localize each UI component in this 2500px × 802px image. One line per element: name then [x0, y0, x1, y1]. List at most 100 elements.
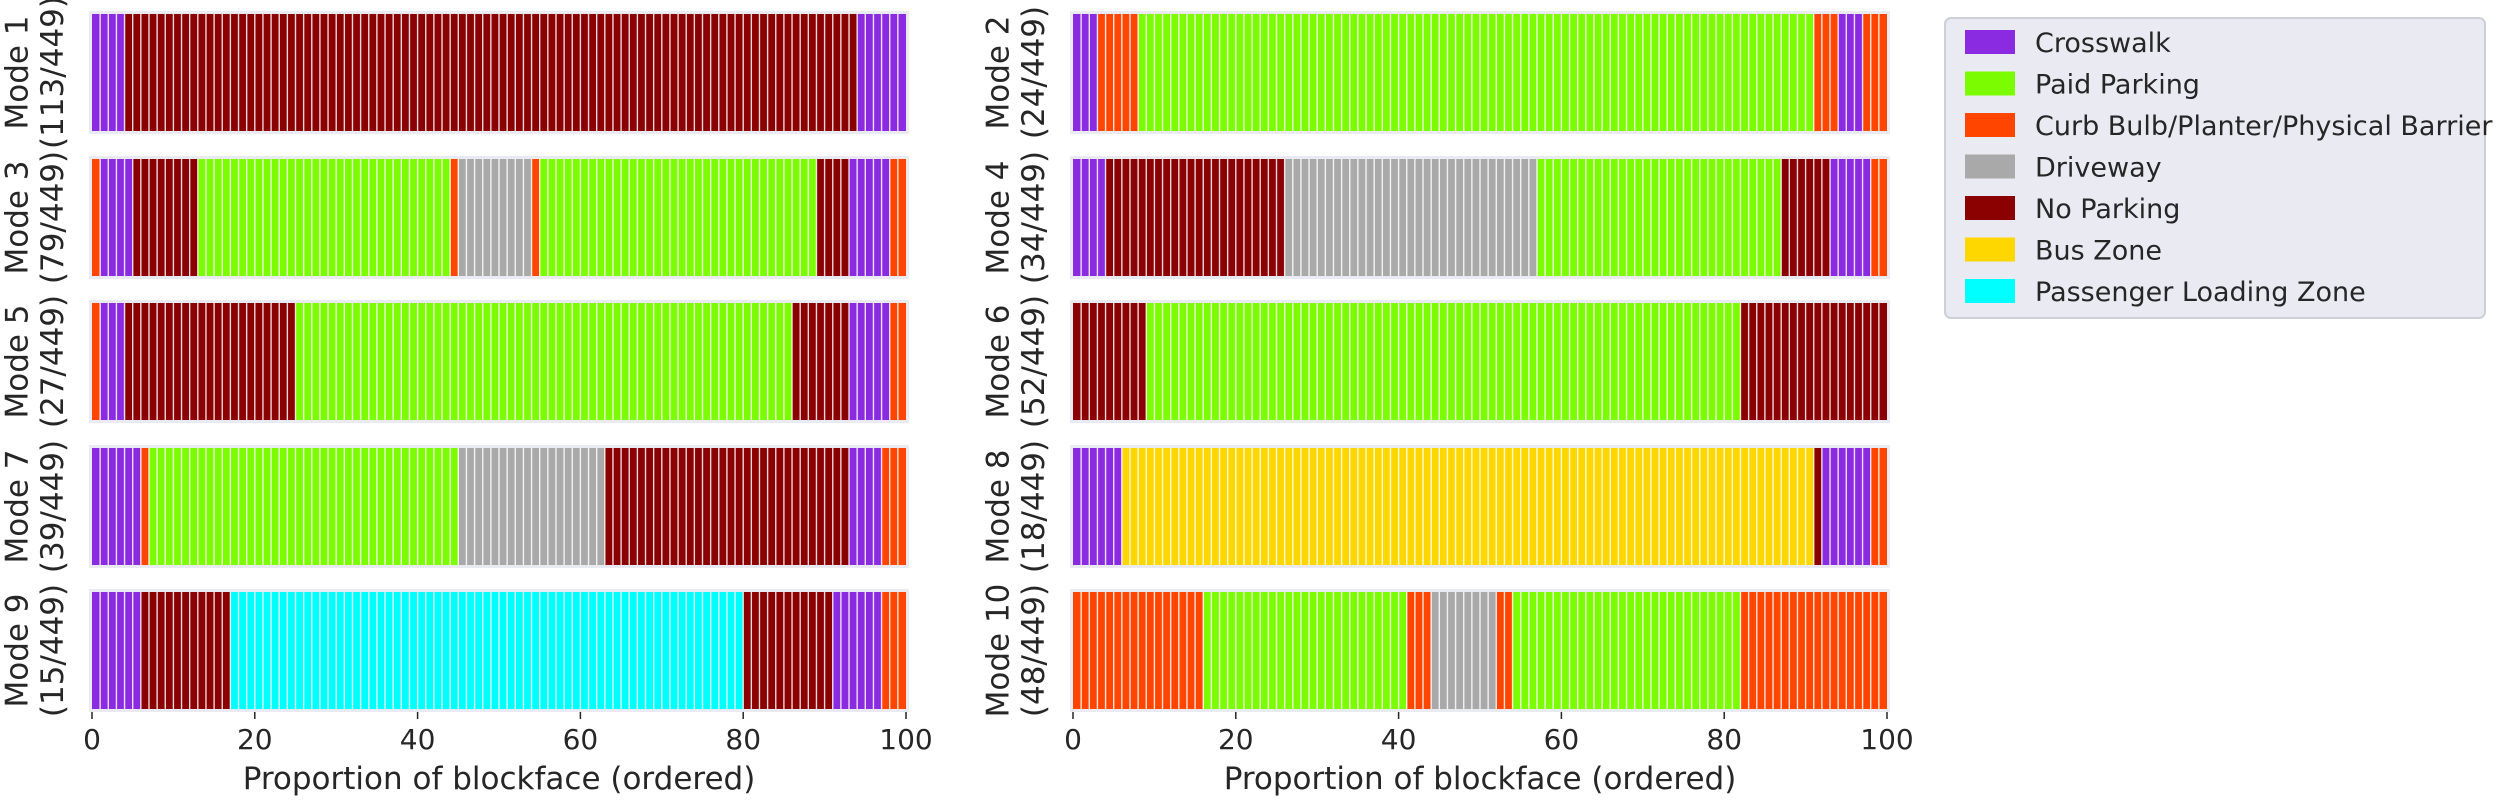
legend-swatch [1965, 30, 2015, 54]
unit-stripes [99, 303, 899, 420]
mode-label: Mode 10(48/449) [980, 584, 1052, 718]
mode-panel: Mode 4(34/449) [980, 151, 1890, 284]
legend-label: Passenger Loading Zone [2035, 277, 2366, 308]
legend-frame [1944, 17, 2486, 319]
mode-name: Mode 4 [980, 160, 1016, 274]
x-axis-label: Proportion of blockface (ordered) [243, 761, 756, 797]
unit-stripes [1080, 159, 1880, 276]
mode-count: (113/449) [35, 0, 71, 149]
legend-items: Crosswalk Paid Parking Curb Bulb/Planter/P… [1965, 28, 2493, 308]
bar-segment [531, 159, 540, 276]
bar-segment [1862, 14, 1887, 131]
mode-count: (79/449) [35, 151, 71, 284]
unit-stripes [99, 448, 899, 565]
bar-segment [1121, 448, 1814, 565]
bar-segment [230, 592, 744, 709]
legend-swatch [1965, 237, 2015, 262]
mode-label: Mode 4(34/449) [980, 151, 1052, 284]
bar-segment [92, 159, 101, 276]
unit-stripes [1080, 592, 1880, 709]
mode-count: (34/449) [1016, 151, 1052, 284]
legend-item: Curb Bulb/Planter/Physical Barrier [1965, 111, 2493, 142]
legend-swatch [1965, 154, 2015, 179]
mode-name: Mode 8 [980, 449, 1016, 563]
legend-item: Paid Parking [1965, 70, 2200, 101]
mode-panel: Mode 7(39/449) [0, 440, 909, 573]
bar-segment [881, 448, 906, 565]
bar-segment [197, 159, 451, 276]
x-tick-label: 80 [1706, 723, 1742, 756]
bar-segment [849, 303, 890, 420]
x-tick-label: 0 [1064, 723, 1082, 756]
bar-segment [881, 592, 906, 709]
legend-swatch [1965, 196, 2015, 220]
x-tick-label: 100 [879, 723, 932, 756]
legend-swatch [1965, 279, 2015, 303]
bar-segment [1284, 159, 1537, 276]
bar-segment [1138, 14, 1814, 131]
legend: Crosswalk Paid Parking Curb Bulb/Planter/P… [1944, 17, 2493, 319]
legend-swatch [1965, 113, 2015, 137]
x-tick-label: 20 [237, 723, 273, 756]
bar-segment [1813, 14, 1839, 131]
mode-name: Mode 3 [0, 160, 35, 274]
x-axes-group: 0 20 40 60 80 100 Proportion of blockface (ord… [83, 712, 1914, 797]
mode-label: Mode 3(79/449) [0, 151, 71, 284]
bar-segment [1830, 159, 1871, 276]
mode-count: (39/449) [35, 440, 71, 573]
unit-stripes [1080, 14, 1880, 131]
unit-stripes [1080, 303, 1880, 420]
bar-segment [849, 159, 890, 276]
mode-label: Mode 8(18/449) [980, 440, 1052, 573]
bar-segment [792, 303, 850, 420]
mode-panel: Mode 3(79/449) [0, 151, 909, 284]
bar-segment [140, 592, 231, 709]
bar-segment [1073, 14, 1098, 131]
mode-label: Mode 5(27/449) [0, 295, 71, 428]
mode-label: Mode 7(39/449) [0, 440, 71, 573]
x-axis-label: Proportion of blockface (ordered) [1224, 761, 1737, 797]
mode-panel: Mode 10(48/449) [980, 584, 1890, 718]
x-axis: 0 20 40 60 80 100 Proportion of blockface (ord… [83, 712, 933, 797]
bar-segment [92, 303, 101, 420]
legend-label: Curb Bulb/Planter/Physical Barrier [2035, 111, 2493, 142]
legend-item: No Parking [1965, 194, 2180, 225]
mode-name: Mode 1 [0, 15, 35, 129]
x-tick-label: 100 [1860, 723, 1913, 756]
bar-segment [1203, 592, 1407, 709]
legend-label: Bus Zone [2035, 236, 2162, 267]
mode-panel: Mode 5(27/449) [0, 295, 909, 428]
mode-count: (18/449) [1016, 440, 1052, 573]
mode-panel: Mode 8(18/449) [980, 440, 1890, 573]
mode-count: (48/449) [1016, 584, 1052, 717]
bar-segment [124, 303, 296, 420]
legend-swatch [1965, 71, 2015, 96]
unit-stripes [99, 159, 899, 276]
mode-name: Mode 10 [980, 584, 1016, 718]
bar-segment [1813, 448, 1822, 565]
mode-name: Mode 6 [980, 304, 1016, 418]
mode-count: (52/449) [1016, 295, 1052, 428]
x-axis: 0 20 40 60 80 100 Proportion of blockface (ord… [1064, 712, 1914, 797]
mode-panel: Mode 6(52/449) [980, 295, 1890, 428]
mode-name: Mode 9 [0, 593, 35, 707]
legend-label: No Parking [2035, 194, 2180, 225]
unit-stripes [99, 592, 899, 709]
bar-segment [100, 303, 125, 420]
legend-label: Driveway [2035, 153, 2162, 184]
mode-label: Mode 2(24/449) [980, 6, 1052, 139]
x-tick-label: 80 [725, 723, 761, 756]
unit-stripes [99, 14, 899, 131]
mode-panel: Mode 9(15/449) [0, 584, 909, 717]
bar-segment [1838, 14, 1863, 131]
panels-group: Mode 1(113/449) Mode 2(24/449) Mode 3(79/4… [0, 0, 1890, 717]
bar-segment [1097, 14, 1139, 131]
bar-segment [1073, 303, 1147, 420]
bar-segment [458, 159, 532, 276]
bar-segment [450, 159, 459, 276]
bar-segment [743, 592, 833, 709]
bar-segment [1146, 303, 1741, 420]
mode-name: Mode 2 [980, 15, 1016, 129]
legend-item: Crosswalk [1965, 28, 2171, 59]
